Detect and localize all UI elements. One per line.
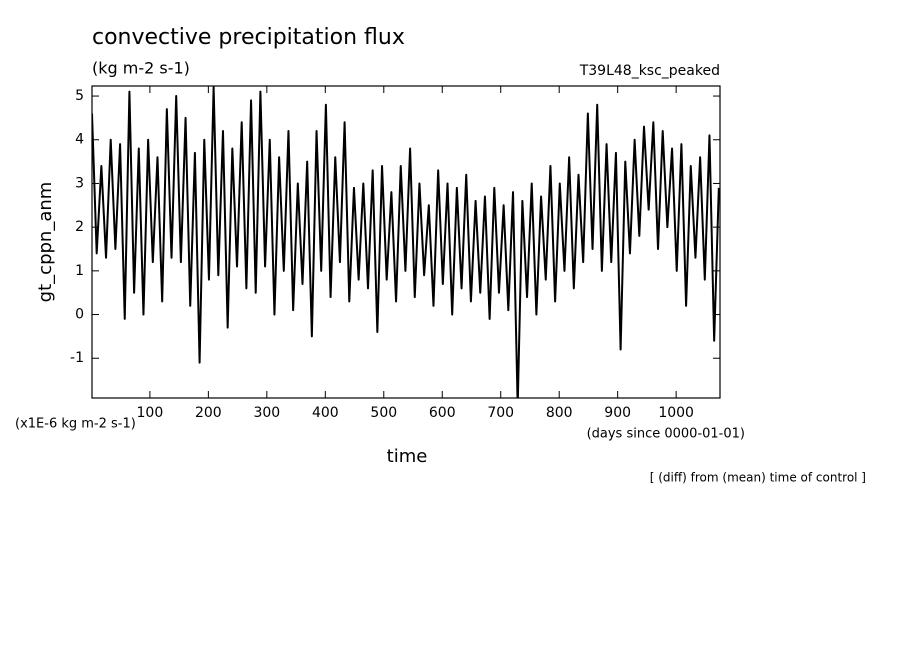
y-tick-label: 5	[75, 88, 84, 104]
x-tick-label: 100	[137, 405, 164, 421]
y-tick-label: 3	[75, 175, 84, 191]
chart-title: convective precipitation flux	[92, 25, 405, 50]
x-tick-label: 900	[604, 405, 631, 421]
x-tick-label: 700	[487, 405, 514, 421]
y-axis-label: gt_cppn_anm	[35, 182, 56, 303]
x-tick-label: 300	[253, 405, 280, 421]
x-tick-label: 600	[429, 405, 456, 421]
y-unit-note: (x1E-6 kg m-2 s-1)	[15, 417, 136, 432]
y-tick-label: 0	[75, 307, 84, 323]
run-label: T39L48_ksc_peaked	[579, 63, 720, 79]
data-line	[92, 86, 720, 398]
x-tick-label: 200	[195, 405, 222, 421]
y-tick-label: 4	[75, 132, 84, 148]
x-axis-label: time	[387, 446, 428, 467]
x-tick-label: 500	[370, 405, 397, 421]
y-tick-label: 1	[75, 263, 84, 279]
y-tick-label: 2	[75, 219, 84, 235]
x-tick-label: 400	[312, 405, 339, 421]
footnote: [ (diff) from (mean) time of control ]	[650, 471, 866, 485]
subtitle: (kg m-2 s-1)	[92, 59, 190, 78]
x-tick-label: 800	[546, 405, 573, 421]
plot-frame	[91, 85, 721, 399]
x-unit-note: (days since 0000-01-01)	[587, 427, 745, 442]
x-tick-label: 1000	[658, 405, 694, 421]
y-tick-label: -1	[70, 350, 84, 366]
